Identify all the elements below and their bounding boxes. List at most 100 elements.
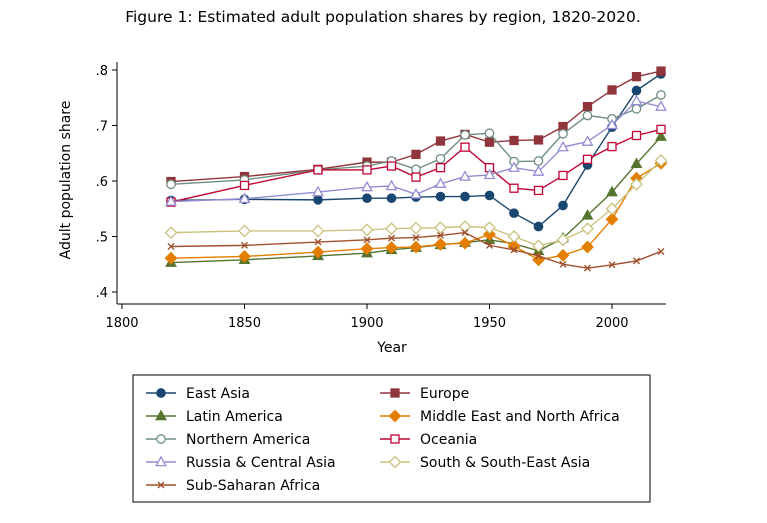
data-point (605, 202, 619, 216)
data-point (655, 100, 667, 111)
data-point (581, 135, 594, 146)
y-tick-label: .6 (96, 175, 108, 190)
y-tick-label: .7 (96, 120, 108, 135)
data-point (532, 165, 545, 176)
data-point (606, 185, 618, 197)
data-point (412, 234, 420, 242)
data-point (533, 156, 544, 166)
legend-label: East Asia (186, 386, 250, 402)
data-point (238, 250, 251, 263)
data-point (411, 149, 421, 160)
data-point (608, 261, 616, 269)
series-line (170, 128, 662, 203)
data-point (313, 165, 323, 175)
data-point (532, 239, 545, 253)
series-line (170, 159, 662, 247)
series-layer (164, 66, 668, 272)
series-sub-saharan-africa (167, 229, 665, 272)
legend-marker (390, 434, 400, 444)
legend-item: Sub-Saharan Africa (146, 478, 320, 494)
data-point (167, 242, 175, 250)
data-point (458, 220, 472, 233)
data-point (434, 237, 447, 251)
legend-item: Middle East and North Africa (380, 409, 620, 425)
legend-item: East Asia (146, 386, 250, 402)
x-tick-label: 1800 (105, 316, 138, 331)
x-tick-label: 1850 (228, 316, 261, 331)
data-point (437, 231, 444, 239)
legend-label: Latin America (186, 409, 283, 425)
legend-marker (155, 455, 167, 467)
data-point (556, 233, 570, 247)
data-point (655, 130, 667, 141)
data-point (558, 128, 568, 139)
series-line (170, 70, 662, 183)
data-point (312, 185, 324, 197)
legend-item: Russia & Central Asia (146, 455, 336, 471)
data-point (460, 191, 470, 202)
legend-item: South & South-East Asia (380, 455, 590, 471)
data-point (508, 161, 520, 172)
data-point (484, 128, 495, 139)
data-point (656, 90, 666, 100)
data-point (434, 221, 447, 235)
data-point (607, 141, 617, 152)
data-point (654, 154, 668, 167)
y-axis-title: Adult population share (58, 101, 74, 260)
data-point (361, 180, 373, 192)
data-point (238, 192, 251, 204)
x-tick-label: 1900 (350, 316, 383, 331)
data-point (239, 180, 250, 191)
legend-marker (388, 409, 402, 423)
series-line (170, 136, 662, 264)
data-point (509, 208, 519, 219)
data-point (314, 238, 322, 246)
data-point (533, 185, 544, 196)
data-point (311, 245, 325, 259)
data-point (656, 66, 666, 76)
legend-item: Oceania (380, 432, 477, 448)
data-point (581, 209, 594, 220)
legend-item: Northern America (146, 432, 310, 448)
data-point (459, 170, 471, 181)
data-point (507, 230, 521, 243)
data-point (657, 247, 665, 255)
data-point (533, 135, 544, 145)
legend-label: Northern America (186, 432, 310, 448)
data-point (311, 224, 325, 238)
data-point (483, 168, 496, 180)
data-point (633, 257, 640, 265)
x-axis-title: Year (376, 340, 407, 356)
data-point (461, 229, 469, 237)
data-point (360, 223, 374, 237)
data-point (409, 221, 423, 235)
data-point (385, 241, 398, 255)
legend-marker (155, 409, 167, 421)
data-point (483, 227, 496, 241)
legend-label: South & South-East Asia (420, 455, 590, 471)
data-point (165, 195, 177, 206)
legend-marker (390, 388, 400, 398)
data-point (606, 118, 618, 130)
data-point (411, 172, 421, 182)
data-point (558, 200, 568, 211)
series-line (170, 73, 662, 228)
data-point (631, 85, 642, 96)
data-point (582, 110, 593, 121)
data-point (460, 142, 470, 152)
x-tick-label: 2000 (595, 316, 628, 331)
series-line (170, 94, 662, 186)
ticks-layer: .4 .5 .6 .7 .8 1800 1850 1900 1950 2000 (96, 64, 629, 331)
series-russia-central-asia (165, 94, 667, 206)
data-point (362, 193, 372, 204)
data-point (509, 183, 519, 193)
data-point (385, 179, 398, 191)
data-point (458, 236, 472, 250)
legend-item: Latin America (146, 409, 283, 425)
data-point (533, 221, 544, 232)
series-line (170, 231, 662, 269)
y-tick-label: .8 (96, 64, 108, 79)
data-point (581, 240, 594, 254)
data-point (557, 140, 569, 152)
